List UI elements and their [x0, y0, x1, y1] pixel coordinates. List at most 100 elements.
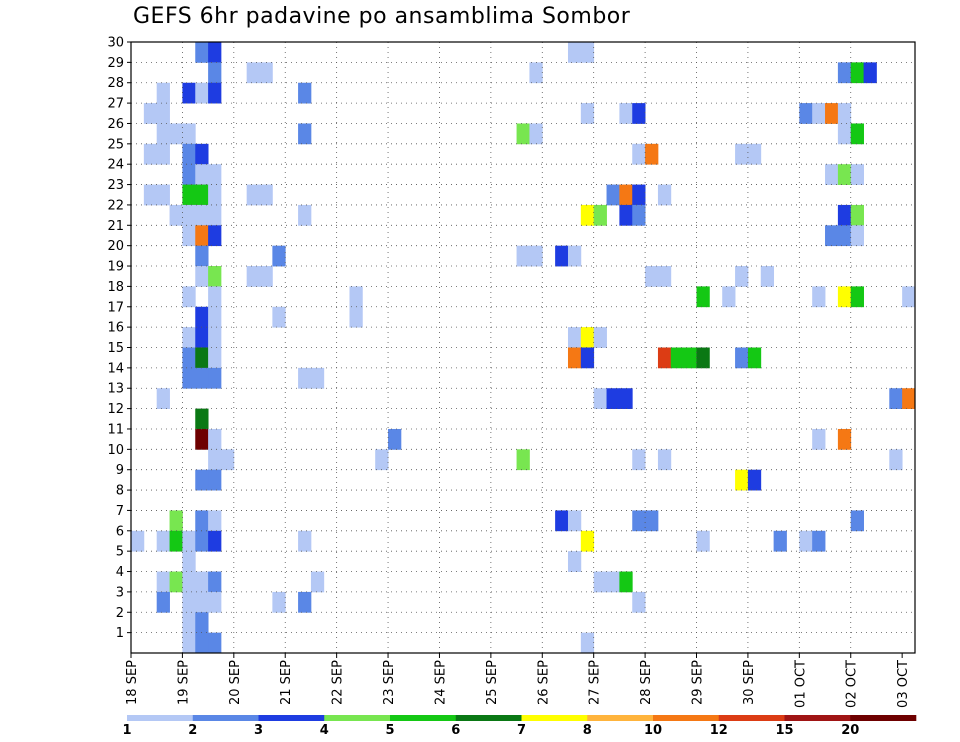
heatmap-cell — [143, 184, 158, 206]
y-tick-label: 18 — [107, 280, 124, 295]
heatmap-cell — [208, 184, 222, 206]
y-tick-label: 8 — [116, 484, 124, 499]
x-tick-label: 21 SEP — [279, 660, 294, 705]
y-tick-label: 30 — [107, 36, 124, 51]
colorbar-segment — [258, 715, 325, 721]
heatmap-cell — [632, 204, 646, 226]
heatmap-cell — [555, 245, 569, 267]
x-tick-label: 27 SEP — [588, 660, 603, 705]
heatmap-cell — [195, 225, 209, 247]
heatmap-cell — [619, 184, 633, 206]
heatmap-cell — [195, 367, 209, 389]
heatmap-cell — [182, 164, 196, 185]
y-tick-label: 12 — [107, 402, 124, 417]
heatmap-cell — [850, 62, 864, 84]
y-tick-label: 19 — [107, 260, 124, 275]
heatmap-cell — [812, 530, 826, 552]
heatmap-cell — [208, 286, 222, 308]
heatmap-cell — [195, 306, 209, 328]
y-tick-label: 7 — [116, 504, 124, 519]
heatmap-cell — [208, 469, 222, 491]
colorbar-label: 3 — [254, 723, 263, 738]
heatmap-cell — [529, 62, 543, 84]
y-tick-label: 3 — [116, 585, 124, 600]
heatmap-cell — [298, 204, 312, 226]
heatmap-cell — [850, 510, 864, 532]
heatmap-cell — [182, 123, 196, 145]
heatmap-cell — [902, 388, 916, 409]
heatmap-cell — [156, 82, 170, 104]
colorbar-segment — [455, 715, 522, 721]
heatmap-cell — [182, 612, 196, 634]
heatmap-cell — [195, 327, 209, 348]
heatmap-cell — [593, 204, 607, 226]
heatmap-cell — [567, 347, 582, 369]
axis-ticks: 1234567891011121314151617181920212223242… — [107, 36, 911, 708]
heatmap-cell — [259, 266, 273, 287]
heatmap-cell — [619, 571, 633, 593]
heatmap-cell — [799, 530, 813, 552]
y-tick-label: 6 — [116, 524, 124, 539]
heatmap-cell — [375, 449, 389, 471]
heatmap-cell — [182, 184, 196, 206]
heatmap-cell — [812, 286, 826, 308]
y-tick-label: 17 — [107, 300, 124, 315]
heatmap-cell — [529, 123, 543, 145]
heatmap-cell — [182, 82, 196, 104]
heatmap-cell — [156, 530, 170, 552]
heatmap-cell — [156, 143, 170, 165]
heatmap-cell — [837, 225, 852, 247]
heatmap-cell — [182, 143, 196, 165]
heatmap-cell — [683, 347, 697, 369]
heatmap-cell — [747, 347, 762, 369]
heatmap-cell — [529, 245, 543, 267]
heatmap-cell — [195, 164, 209, 185]
colorbar-segment — [718, 715, 785, 721]
x-tick-label: 26 SEP — [536, 660, 551, 705]
heatmap-cell — [837, 286, 852, 308]
y-tick-label: 24 — [107, 158, 124, 173]
heatmap-cell — [619, 103, 633, 124]
heatmap-cell — [696, 347, 710, 369]
heatmap-cell — [246, 266, 260, 287]
heatmap-cell — [349, 306, 363, 328]
heatmap-cell — [567, 42, 582, 63]
heatmap-cell — [632, 143, 646, 165]
heatmap-cell — [735, 347, 749, 369]
heatmap-cell — [657, 449, 672, 471]
heatmap-cell — [837, 103, 852, 124]
heatmap-cell — [182, 591, 196, 613]
heatmap-cell — [825, 225, 839, 247]
heatmap-cell — [182, 632, 196, 654]
heatmap-cell — [195, 530, 209, 552]
y-tick-label: 22 — [107, 198, 124, 213]
colorbar-label: 4 — [320, 723, 329, 738]
x-tick-label: 30 SEP — [742, 660, 757, 705]
colorbar-segment — [324, 715, 391, 721]
heatmap-cell — [169, 571, 183, 593]
heatmap-cell — [567, 245, 582, 267]
colorbar-segment — [653, 715, 720, 721]
heatmap-cell — [156, 591, 170, 613]
heatmap-cell — [555, 510, 569, 532]
heatmap-cell — [208, 62, 222, 84]
heatmap-cell — [169, 510, 183, 532]
y-tick-label: 26 — [107, 117, 124, 132]
y-tick-label: 16 — [107, 321, 124, 336]
heatmap-cell — [195, 204, 209, 226]
heatmap-cell — [182, 286, 196, 308]
heatmap-cell — [735, 469, 749, 491]
heatmap-cell — [516, 245, 530, 267]
heatmap-cell — [593, 571, 607, 593]
heatmap-cell — [837, 164, 852, 185]
colorbar-segment — [587, 715, 654, 721]
heatmap-cell — [812, 428, 826, 450]
heatmap-cell — [156, 571, 170, 593]
heatmap-cell — [902, 286, 916, 308]
heatmap-cell — [580, 347, 595, 369]
colorbar-segment — [192, 715, 259, 721]
heatmap-cell — [259, 62, 273, 84]
heatmap-cell — [850, 123, 864, 145]
heatmap-cell — [657, 347, 672, 369]
